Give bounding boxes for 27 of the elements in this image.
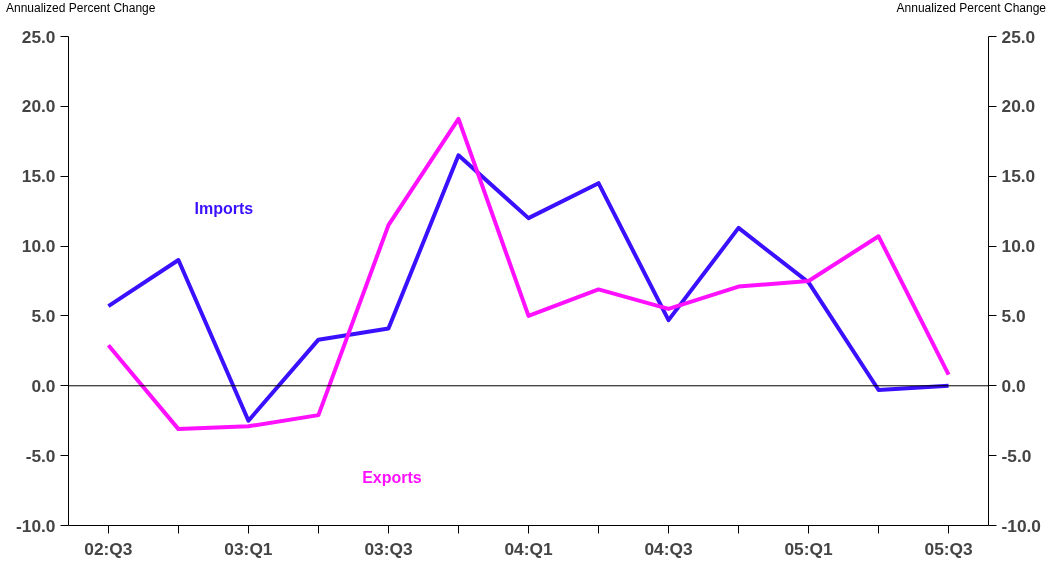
y-axis-title: Annualized Percent Change [6, 0, 156, 17]
x-tick-label: 04:Q3 [644, 538, 693, 559]
x-tick-label: 04:Q1 [504, 538, 553, 559]
y-tick-label: 0.0 [31, 375, 56, 396]
y2-tick-label: -5.0 [1001, 445, 1032, 466]
y-tick-label: 10.0 [21, 236, 56, 257]
y-tick-label: 5.0 [31, 305, 56, 326]
y2-tick-label: 0.0 [1001, 375, 1026, 396]
y2-tick-label: 10.0 [1001, 236, 1036, 257]
x-tick-label: 05:Q3 [924, 538, 974, 559]
x-tick-label: 05:Q1 [784, 538, 833, 559]
x-tick-label: 03:Q1 [224, 538, 273, 559]
text: Exports [362, 469, 422, 487]
y2-tick-label: 25.0 [1001, 26, 1036, 47]
text: Imports [194, 199, 254, 217]
y-tick-label: -5.0 [25, 445, 56, 466]
y2-tick-label: 20.0 [1001, 96, 1036, 117]
y-tick-label: -10.0 [16, 515, 56, 536]
y-tick-label: 25.0 [21, 26, 56, 47]
y2-tick-label: -10.0 [1001, 515, 1041, 536]
x-tick-label: 02:Q3 [84, 538, 133, 559]
y-tick-label: 15.0 [21, 166, 56, 187]
x-tick-label: 03:Q3 [364, 538, 413, 559]
y2-tick-label: 15.0 [1001, 166, 1036, 187]
y2-axis-title: Annualized Percent Change [896, 0, 1046, 17]
y2-tick-label: 5.0 [1001, 305, 1026, 326]
y-tick-label: 20.0 [21, 96, 56, 117]
